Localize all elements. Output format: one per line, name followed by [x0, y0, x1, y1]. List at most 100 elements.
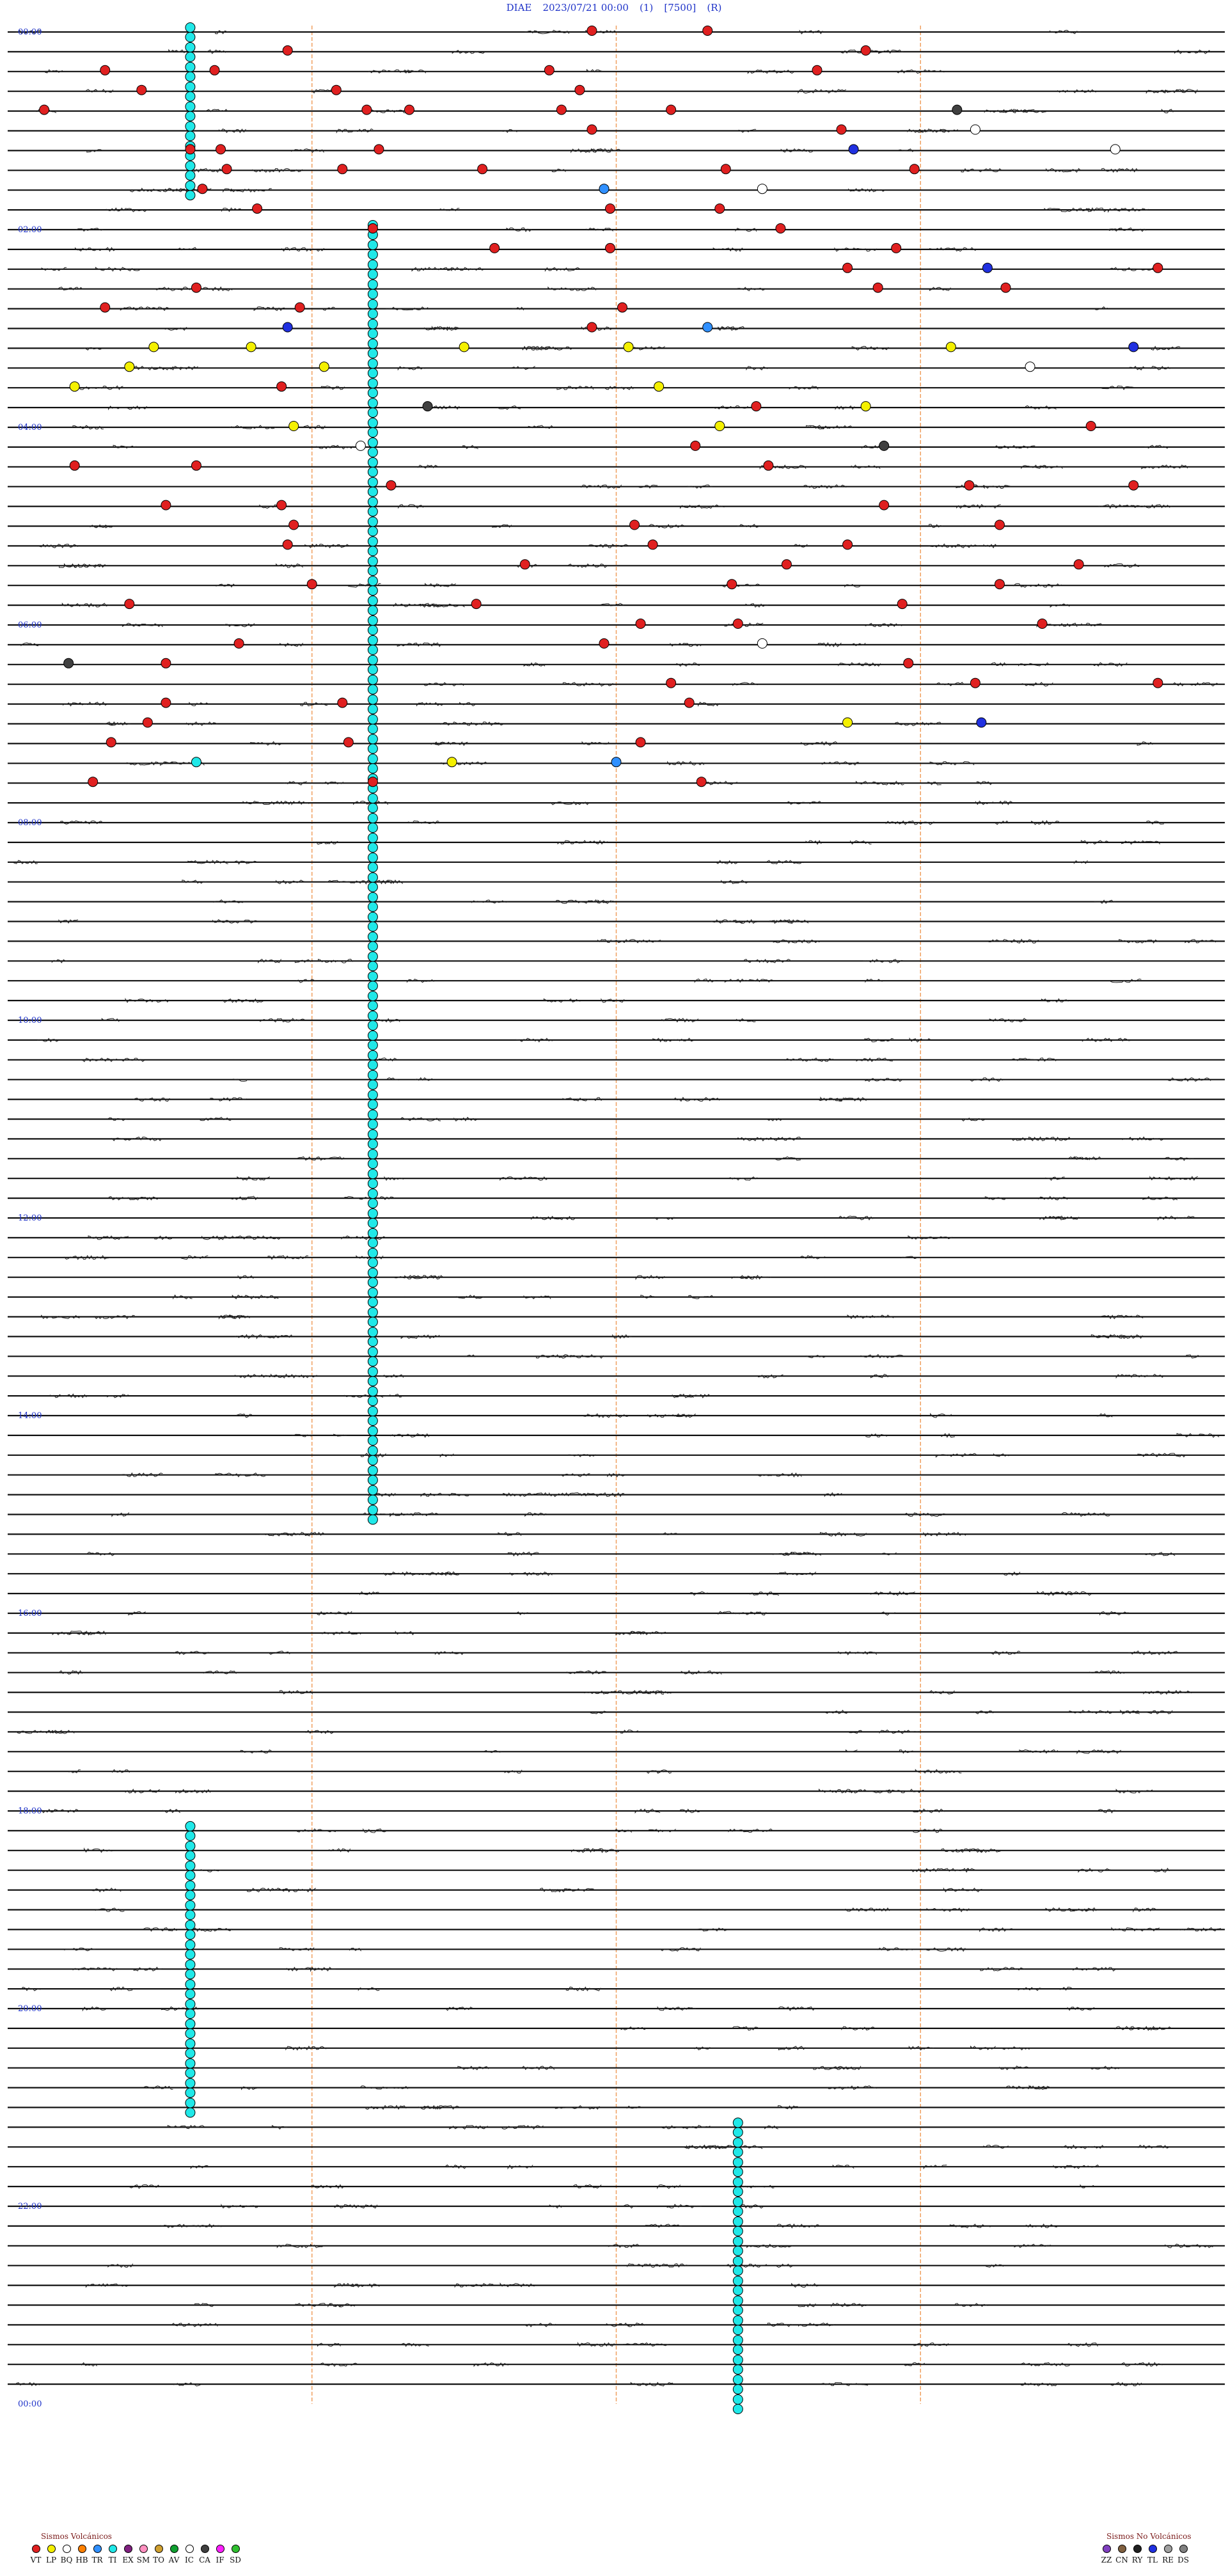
ti-event-marker [367, 971, 378, 982]
legend-volcanic-items: VT LP BQ HB TR TI EX SM TO AV IC CA IF SD [28, 2545, 243, 2564]
legend-item-tl: TL [1145, 2545, 1160, 2564]
ti-event-marker [367, 308, 378, 319]
ti-event-marker [367, 1011, 378, 1021]
trace-noise [125, 997, 1069, 1003]
ti-event-marker [185, 130, 196, 141]
event-marker-vt [386, 480, 397, 491]
legend-item-sd: SD [228, 2545, 243, 2564]
event-marker-vt [690, 440, 701, 451]
ti-event-marker [732, 2335, 743, 2346]
event-marker-tr [599, 184, 610, 194]
event-marker-vt [714, 203, 725, 214]
trace-noise [126, 761, 975, 766]
ti-event-marker [367, 912, 378, 922]
event-marker-vt [720, 164, 731, 175]
ti-event-marker [367, 1139, 378, 1150]
event-marker-vt [751, 401, 762, 412]
ti-event-marker [732, 2157, 743, 2168]
legend-volcanic: Sismos Volcánicos VT LP BQ HB TR TI EX SM TO AV IC… [28, 2532, 243, 2564]
event-marker-vt [39, 104, 50, 115]
trace-noise [120, 306, 1108, 312]
event-marker-vt [647, 539, 658, 550]
legend-marker [47, 2545, 56, 2553]
trace-noise [64, 1947, 966, 1952]
event-marker-vt [781, 559, 792, 570]
event-marker-lp [945, 342, 956, 352]
trace-noise [295, 978, 1142, 983]
event-marker-vt [1128, 480, 1139, 491]
ti-event-marker [367, 1079, 378, 1090]
scale-label: [7500] [664, 2, 697, 13]
trace-noise [72, 1966, 1116, 1972]
ti-event-marker [367, 1030, 378, 1041]
trace-noise [240, 1749, 1122, 1755]
ti-event-marker [367, 763, 378, 774]
ti-event-marker [367, 288, 378, 299]
event-marker-vt [216, 144, 226, 155]
legend-nonvolcanic: Sismos No Volcánicos ZZ CN RY TL RE DS [1099, 2532, 1192, 2564]
trace-noise [60, 819, 1165, 825]
event-marker-vt [233, 638, 244, 649]
ti-event-marker [367, 842, 378, 853]
trace-noise [235, 1334, 1144, 1339]
ti-event-marker [732, 2325, 743, 2335]
ti-event-marker [732, 2137, 743, 2148]
event-marker-vt [404, 104, 414, 115]
event-marker-lp [459, 342, 469, 352]
ti-event-marker [367, 743, 378, 754]
event-marker-tl [282, 322, 293, 333]
ti-event-marker [185, 1940, 196, 1950]
ti-event-marker [367, 1020, 378, 1031]
ti-event-marker [367, 398, 378, 409]
ti-event-marker [185, 1979, 196, 1990]
event-marker-vt [1153, 262, 1163, 273]
ti-event-marker [185, 51, 196, 62]
ti-event-marker [185, 2048, 196, 2058]
ti-event-marker [367, 516, 378, 527]
event-marker-vt [209, 65, 220, 75]
event-marker-vt [970, 677, 980, 688]
seismogram-plot: 00:00 02:00 04:00 06:00 08:00 10:00 12:00 14:00… [8, 22, 1225, 2414]
ti-event-marker [732, 2216, 743, 2227]
event-marker-vt [556, 104, 567, 115]
legend-item-cn: CN [1114, 2545, 1130, 2564]
trace-noise [58, 286, 951, 292]
event-marker-vt [124, 599, 135, 610]
ti-event-marker [185, 1989, 196, 2000]
trace-noise [190, 2164, 1100, 2170]
ti-event-marker [185, 2107, 196, 2118]
trace-noise [125, 1789, 1153, 1794]
ti-event-marker [367, 506, 378, 517]
event-marker-vt [635, 737, 646, 748]
ti-event-marker [185, 2098, 196, 2108]
ti-event-marker [367, 1297, 378, 1308]
event-marker-vt [586, 322, 597, 333]
ti-event-marker [367, 1406, 378, 1416]
ti-event-marker [367, 704, 378, 715]
ti-event-marker [185, 1949, 196, 1960]
event-marker-vt [1037, 619, 1048, 629]
trace-noise [107, 2263, 1004, 2268]
ti-event-marker [367, 1218, 378, 1228]
trace-noise [297, 1828, 943, 1833]
trace-noise [297, 1156, 1194, 1161]
hour-label: 22:00 [18, 2202, 42, 2211]
ti-event-marker [367, 358, 378, 369]
ti-event-marker [732, 2275, 743, 2286]
ti-event-marker [185, 190, 196, 201]
event-marker-ca [879, 440, 890, 451]
ti-event-marker [367, 941, 378, 952]
event-marker-vt [367, 223, 378, 233]
trace-noise [383, 1571, 1021, 1576]
legend-marker [1163, 2545, 1172, 2553]
legend-marker [200, 2545, 209, 2553]
event-marker-bq [757, 638, 767, 649]
ti-event-marker [367, 446, 378, 457]
ti-event-marker [732, 2355, 743, 2366]
trace-noise [216, 583, 1062, 588]
legend-item-to: TO [151, 2545, 166, 2564]
trace-noise [72, 425, 853, 430]
ti-event-marker [367, 388, 378, 399]
trace-noise [221, 2203, 764, 2209]
ti-event-marker [367, 259, 378, 270]
